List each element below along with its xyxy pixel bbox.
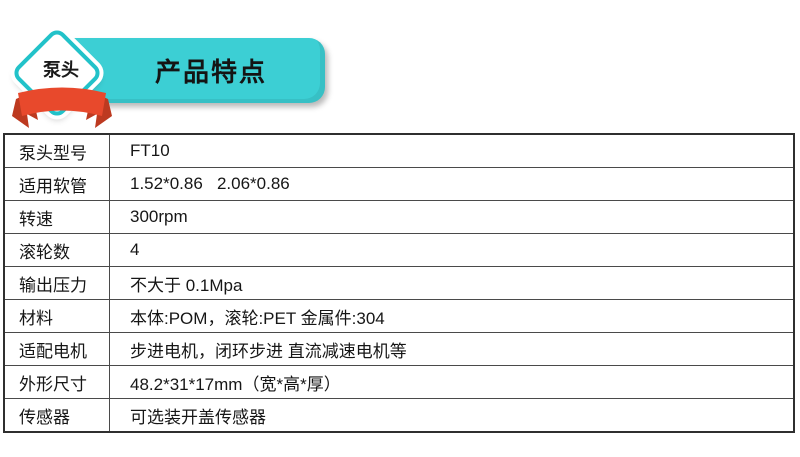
spec-value: 1.52*0.86 2.06*0.86 — [130, 174, 290, 193]
banner-title: 产品特点 — [154, 57, 267, 87]
spec-label: 传感器 — [5, 399, 110, 431]
spec-label: 材料 — [5, 300, 110, 332]
spec-value: 不大于 0.1Mpa — [130, 275, 243, 295]
spec-value: 步进电机，闭环步进 直流减速电机等 — [130, 341, 407, 361]
spec-value: 4 — [130, 240, 140, 259]
spec-value: 可选装开盖传感器 — [130, 407, 266, 427]
badge-label: 泵头 — [43, 60, 79, 80]
ribbon-icon — [12, 87, 112, 128]
spec-value: 本体:POM，滚轮:PET 金属件:304 — [130, 308, 385, 328]
spec-label: 适用软管 — [5, 168, 110, 200]
spec-value: FT10 — [130, 141, 170, 160]
table-row: 输出压力 不大于 0.1Mpa — [5, 267, 793, 300]
spec-value: 48.2*31*17mm（宽*高*厚） — [130, 374, 341, 394]
table-row: 转速 300rpm — [5, 201, 793, 234]
table-row: 滚轮数 4 — [5, 234, 793, 267]
table-row: 外形尺寸 48.2*31*17mm（宽*高*厚） — [5, 366, 793, 399]
spec-table: 泵头型号 FT10 适用软管 1.52*0.86 2.06*0.86 转速 30… — [3, 133, 795, 433]
table-row: 泵头型号 FT10 — [5, 135, 793, 168]
spec-label: 泵头型号 — [5, 135, 110, 167]
spec-value: 300rpm — [130, 207, 188, 226]
table-row: 适用软管 1.52*0.86 2.06*0.86 — [5, 168, 793, 201]
table-row: 传感器 可选装开盖传感器 — [5, 399, 793, 431]
table-row: 材料 本体:POM，滚轮:PET 金属件:304 — [5, 300, 793, 333]
spec-label: 适配电机 — [5, 333, 110, 365]
spec-label: 外形尺寸 — [5, 366, 110, 398]
spec-label: 滚轮数 — [5, 234, 110, 266]
spec-label: 转速 — [5, 201, 110, 233]
spec-label: 输出压力 — [5, 267, 110, 299]
table-row: 适配电机 步进电机，闭环步进 直流减速电机等 — [5, 333, 793, 366]
